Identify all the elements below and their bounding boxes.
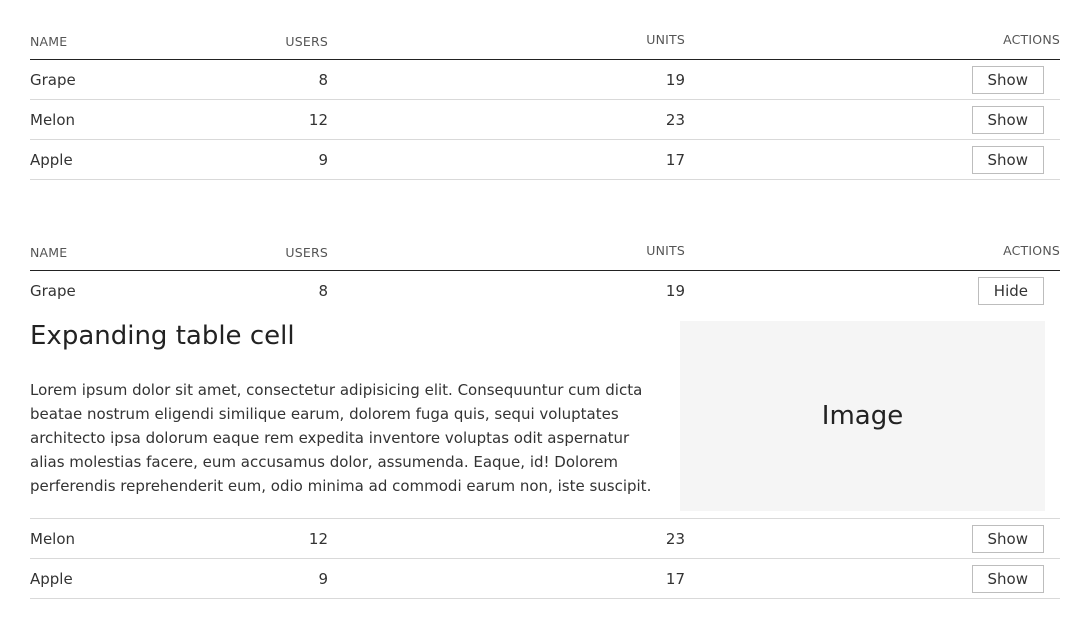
column-header-actions: ACTIONS [1003, 32, 1060, 47]
table-row: Apple 9 17 Show [30, 140, 1060, 180]
cell-units: 19 [665, 71, 685, 89]
column-header-users: USERS [285, 245, 328, 260]
cell-name: Apple [30, 151, 73, 169]
column-header-actions: ACTIONS [1003, 243, 1060, 258]
table-header-row: NAME USERS UNITS ACTIONS [30, 20, 1060, 60]
show-button[interactable]: Show [971, 106, 1044, 134]
cell-units: 17 [665, 151, 685, 169]
cell-name: Grape [30, 71, 76, 89]
expanded-cell-title: Expanding table cell [30, 321, 295, 351]
expanded-cell-text: Lorem ipsum dolor sit amet, consectetur … [30, 381, 652, 495]
image-placeholder-label: Image [821, 401, 904, 431]
cell-name: Melon [30, 111, 76, 129]
cell-users: 8 [318, 71, 328, 89]
hide-button[interactable]: Hide [977, 277, 1044, 305]
table-row-expanded: Grape 8 19 Hide [30, 271, 1060, 311]
image-placeholder: Image [680, 321, 1045, 511]
table-expandable: NAME USERS UNITS ACTIONS Grape 8 19 Hide… [30, 231, 1060, 599]
column-header-units: UNITS [646, 243, 685, 258]
table-row: Grape 8 19 Show [30, 60, 1060, 100]
column-header-users: USERS [285, 34, 328, 49]
cell-units: 23 [665, 111, 685, 129]
cell-name: Apple [30, 570, 73, 588]
table-row: Apple 9 17 Show [30, 559, 1060, 599]
table-row: Melon 12 23 Show [30, 100, 1060, 140]
column-header-name: NAME [30, 34, 68, 49]
table-header-row: NAME USERS UNITS ACTIONS [30, 231, 1060, 271]
cell-units: 17 [665, 570, 685, 588]
show-button[interactable]: Show [971, 565, 1044, 593]
cell-name: Grape [30, 282, 76, 300]
column-header-name: NAME [30, 245, 68, 260]
column-header-units: UNITS [646, 32, 685, 47]
cell-users: 12 [308, 530, 328, 548]
show-button[interactable]: Show [971, 146, 1044, 174]
cell-name: Melon [30, 530, 76, 548]
cell-users: 12 [308, 111, 328, 129]
table-basic: NAME USERS UNITS ACTIONS Grape 8 19 Show… [30, 20, 1060, 180]
cell-users: 9 [318, 570, 328, 588]
cell-users: 9 [318, 151, 328, 169]
table-row: Melon 12 23 Show [30, 519, 1060, 559]
cell-units: 19 [665, 282, 685, 300]
expanded-cell: Expanding table cell Lorem ipsum dolor s… [30, 311, 1060, 519]
cell-units: 23 [665, 530, 685, 548]
cell-users: 8 [318, 282, 328, 300]
show-button[interactable]: Show [971, 66, 1044, 94]
show-button[interactable]: Show [971, 525, 1044, 553]
